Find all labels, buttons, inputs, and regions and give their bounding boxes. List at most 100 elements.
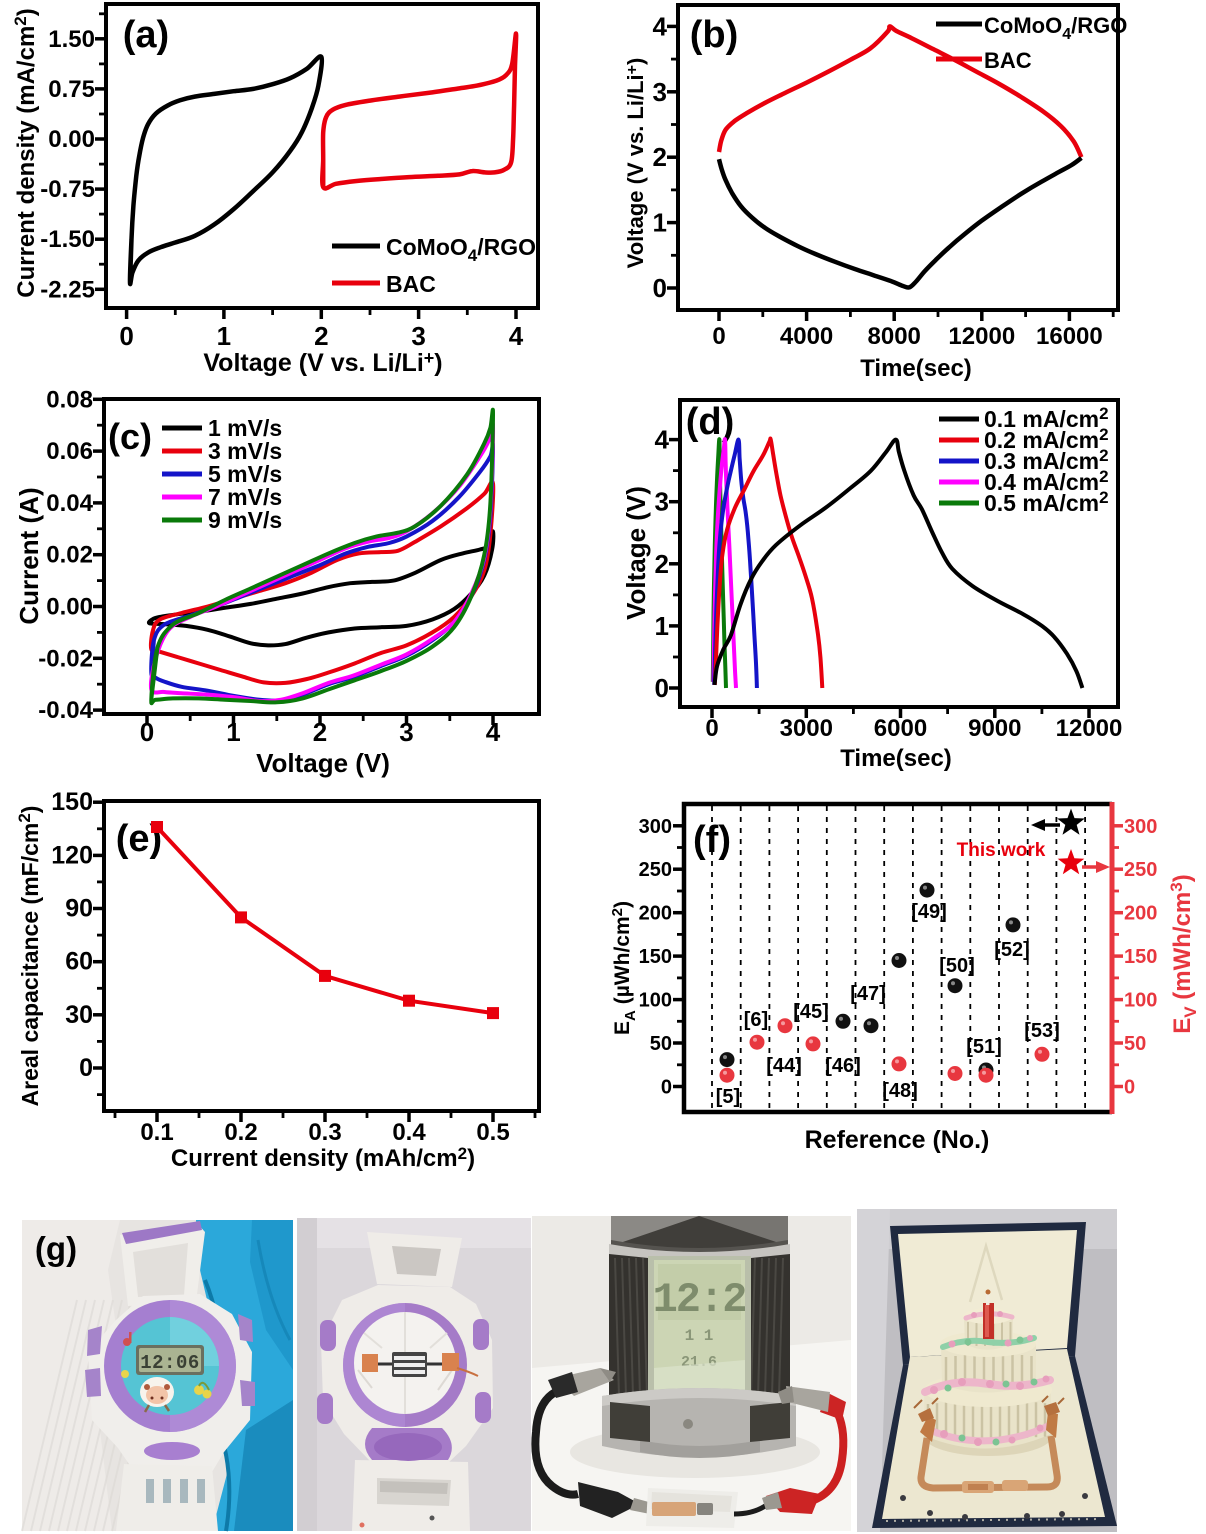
svg-text:5 mV/s: 5 mV/s	[208, 461, 282, 487]
svg-text:0.00: 0.00	[46, 594, 93, 621]
svg-text:[53]: [53]	[1024, 1020, 1060, 1042]
svg-text:[51]: [51]	[966, 1036, 1002, 1058]
svg-text:-0.75: -0.75	[40, 176, 95, 203]
svg-text:30: 30	[65, 1001, 93, 1029]
svg-text:300: 300	[1124, 816, 1157, 838]
svg-text:0.04: 0.04	[46, 490, 93, 517]
svg-text:-0.04: -0.04	[38, 697, 93, 724]
svg-text:[46]: [46]	[825, 1055, 861, 1077]
svg-text:Current density (mA/cm2): Current density (mA/cm2)	[11, 8, 40, 298]
svg-text:Areal capacitance (mF/cm2): Areal capacitance (mF/cm2)	[15, 806, 43, 1107]
svg-text:200: 200	[1124, 903, 1157, 925]
svg-text:-0.02: -0.02	[38, 645, 93, 672]
svg-text:1 1: 1 1	[685, 1327, 714, 1345]
svg-text:3: 3	[653, 77, 667, 107]
svg-text:3: 3	[655, 487, 669, 517]
svg-text:-2.25: -2.25	[40, 276, 95, 303]
svg-text:0: 0	[712, 323, 725, 350]
svg-text:6000: 6000	[874, 715, 927, 742]
svg-text:0.2 mA/cm2: 0.2 mA/cm2	[984, 425, 1109, 453]
svg-text:200: 200	[639, 903, 672, 925]
svg-text:0.2: 0.2	[224, 1119, 257, 1146]
svg-text:(d): (d)	[686, 401, 735, 443]
svg-text:150: 150	[51, 788, 93, 816]
svg-text:12:06: 12:06	[140, 1352, 200, 1374]
svg-text:(a): (a)	[123, 14, 169, 56]
svg-text:12:2: 12:2	[653, 1276, 746, 1324]
svg-text:50: 50	[1124, 1033, 1146, 1055]
svg-text:2: 2	[655, 549, 669, 579]
svg-text:(f): (f)	[693, 819, 731, 861]
svg-text:Current density (mAh/cm2): Current density (mAh/cm2)	[171, 1144, 475, 1172]
svg-text:Voltage (V vs. Li/Li+): Voltage (V vs. Li/Li+)	[623, 58, 648, 269]
svg-text:150: 150	[639, 946, 672, 968]
svg-text:[47]: [47]	[850, 983, 886, 1005]
svg-text:3000: 3000	[780, 715, 833, 742]
svg-text:0.1 mA/cm2: 0.1 mA/cm2	[984, 404, 1109, 432]
svg-text:Time(sec): Time(sec)	[860, 355, 972, 382]
svg-text:[49]: [49]	[911, 901, 947, 923]
svg-text:3: 3	[399, 717, 413, 747]
svg-text:4: 4	[655, 425, 670, 455]
svg-text:9 mV/s: 9 mV/s	[208, 507, 282, 533]
svg-text:4000: 4000	[780, 323, 833, 350]
svg-text:16000: 16000	[1036, 323, 1103, 350]
svg-text:60: 60	[65, 948, 93, 976]
svg-text:12000: 12000	[1056, 715, 1123, 742]
svg-text:0: 0	[140, 717, 154, 747]
svg-text:100: 100	[1124, 990, 1157, 1012]
svg-text:0.3: 0.3	[308, 1119, 341, 1146]
svg-text:0.08: 0.08	[46, 386, 93, 413]
svg-text:9000: 9000	[968, 715, 1021, 742]
svg-text:0.4: 0.4	[392, 1119, 426, 1146]
svg-text:2: 2	[653, 142, 667, 172]
svg-text:150: 150	[1124, 946, 1157, 968]
svg-text:2: 2	[314, 321, 328, 351]
svg-text:0: 0	[655, 673, 669, 703]
svg-text:0.75: 0.75	[48, 76, 95, 103]
svg-text:BAC: BAC	[386, 271, 436, 297]
svg-text:1: 1	[653, 208, 667, 238]
svg-text:Time(sec): Time(sec)	[840, 745, 952, 772]
svg-text:0.3 mA/cm2: 0.3 mA/cm2	[984, 446, 1109, 474]
svg-text:3 mV/s: 3 mV/s	[208, 438, 282, 464]
svg-text:0.5 mA/cm2: 0.5 mA/cm2	[984, 488, 1109, 516]
svg-text:250: 250	[639, 859, 672, 881]
svg-text:3: 3	[411, 321, 425, 351]
svg-text:4: 4	[653, 11, 668, 41]
svg-text:Reference (No.): Reference (No.)	[805, 1126, 990, 1154]
svg-text:0.06: 0.06	[46, 438, 93, 465]
svg-text:0: 0	[705, 715, 718, 742]
svg-text:Voltage (V vs. Li/Li+): Voltage (V vs. Li/Li+)	[203, 348, 442, 377]
svg-text:50: 50	[650, 1033, 672, 1055]
svg-text:90: 90	[65, 895, 93, 923]
svg-text:1: 1	[217, 321, 231, 351]
svg-text:Voltage (V): Voltage (V)	[256, 748, 390, 778]
svg-text:0: 0	[653, 273, 667, 303]
svg-text:4: 4	[486, 717, 501, 747]
svg-text:0.00: 0.00	[48, 126, 95, 153]
svg-text:1: 1	[655, 611, 669, 641]
svg-text:120: 120	[51, 841, 93, 869]
svg-text:4: 4	[509, 321, 524, 351]
svg-text:2: 2	[313, 717, 327, 747]
svg-text:[6]: [6]	[744, 1009, 768, 1031]
svg-text:8000: 8000	[868, 323, 921, 350]
svg-text:[50]: [50]	[939, 955, 975, 977]
svg-text:[5]: [5]	[716, 1086, 740, 1108]
svg-text:0: 0	[661, 1077, 672, 1099]
svg-text:1 mV/s: 1 mV/s	[208, 415, 282, 441]
svg-text:This work: This work	[957, 840, 1046, 861]
svg-text:0: 0	[1124, 1077, 1135, 1099]
svg-text:0.4 mA/cm2: 0.4 mA/cm2	[984, 467, 1109, 495]
svg-text:250: 250	[1124, 859, 1157, 881]
svg-text:(b): (b)	[690, 14, 739, 56]
svg-text:7 mV/s: 7 mV/s	[208, 484, 282, 510]
svg-text:300: 300	[639, 816, 672, 838]
svg-text:CoMoO4/RGO: CoMoO4/RGO	[386, 234, 536, 265]
svg-text:EV (mWh/cm3): EV (mWh/cm3)	[1167, 874, 1200, 1034]
svg-text:0.02: 0.02	[46, 542, 93, 569]
svg-text:0: 0	[79, 1054, 93, 1082]
svg-text:0.1: 0.1	[140, 1119, 173, 1146]
svg-text:0.5: 0.5	[476, 1119, 509, 1146]
